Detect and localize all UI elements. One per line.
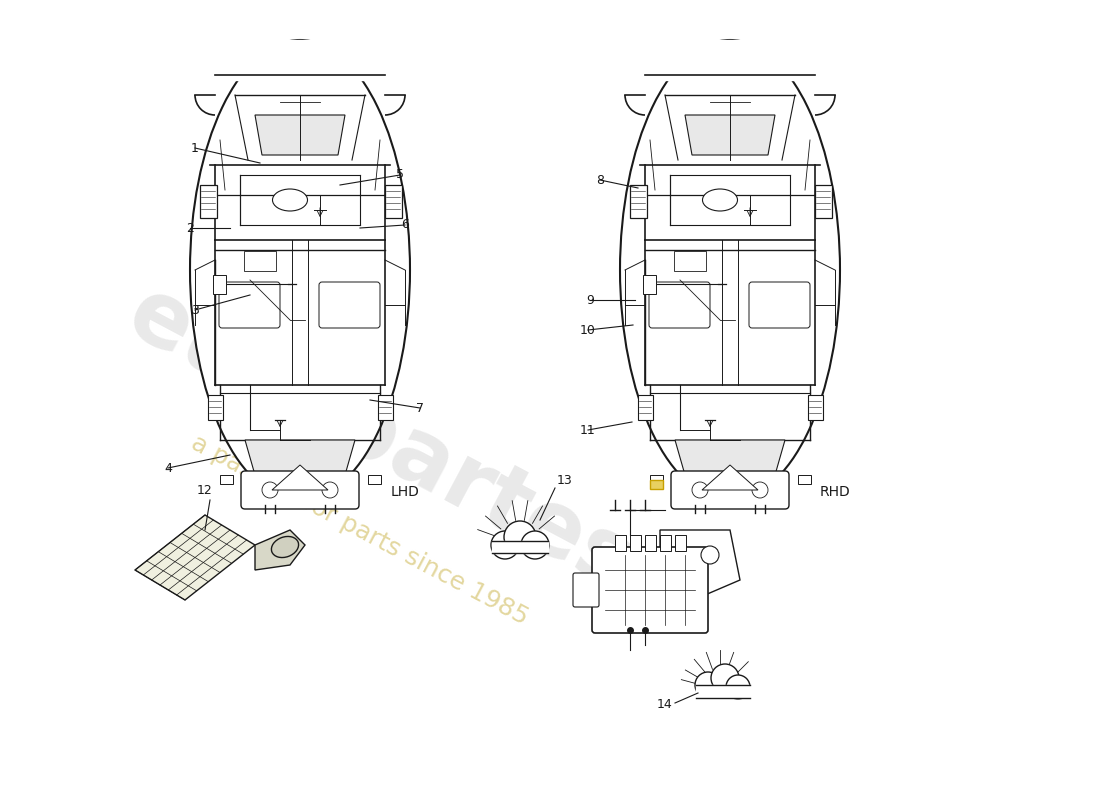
FancyBboxPatch shape: [199, 185, 217, 218]
Polygon shape: [272, 465, 328, 490]
FancyBboxPatch shape: [671, 471, 789, 509]
FancyBboxPatch shape: [807, 394, 823, 419]
Text: 10: 10: [580, 323, 596, 337]
FancyBboxPatch shape: [674, 534, 685, 550]
FancyBboxPatch shape: [660, 534, 671, 550]
Text: 6: 6: [402, 218, 409, 231]
FancyBboxPatch shape: [385, 185, 402, 218]
FancyBboxPatch shape: [592, 547, 708, 633]
Polygon shape: [245, 440, 355, 475]
FancyBboxPatch shape: [629, 534, 640, 550]
Text: LHD: LHD: [390, 485, 419, 499]
Circle shape: [521, 531, 549, 559]
Ellipse shape: [620, 40, 840, 500]
FancyBboxPatch shape: [220, 474, 232, 483]
Text: 5: 5: [396, 169, 404, 182]
FancyBboxPatch shape: [749, 282, 810, 328]
Circle shape: [752, 482, 768, 498]
Text: 1: 1: [191, 142, 199, 154]
Text: 7: 7: [416, 402, 424, 414]
FancyBboxPatch shape: [219, 282, 280, 328]
Polygon shape: [702, 465, 758, 490]
Polygon shape: [200, 40, 400, 80]
Circle shape: [695, 672, 721, 698]
Ellipse shape: [190, 40, 410, 500]
Polygon shape: [660, 530, 740, 595]
FancyBboxPatch shape: [798, 474, 811, 483]
Polygon shape: [255, 530, 305, 570]
Circle shape: [701, 546, 719, 564]
FancyBboxPatch shape: [674, 251, 706, 271]
Circle shape: [711, 664, 739, 692]
FancyBboxPatch shape: [212, 274, 226, 294]
FancyBboxPatch shape: [814, 185, 832, 218]
FancyBboxPatch shape: [244, 251, 276, 271]
FancyBboxPatch shape: [319, 282, 380, 328]
Text: 4: 4: [164, 462, 172, 474]
Text: 2: 2: [186, 222, 194, 234]
Polygon shape: [630, 40, 830, 80]
Polygon shape: [685, 115, 775, 155]
Polygon shape: [255, 115, 345, 155]
FancyBboxPatch shape: [649, 282, 710, 328]
Circle shape: [726, 675, 750, 699]
Ellipse shape: [272, 537, 298, 558]
FancyBboxPatch shape: [615, 534, 626, 550]
Text: 13: 13: [557, 474, 573, 486]
FancyBboxPatch shape: [208, 394, 222, 419]
Text: 9: 9: [586, 294, 594, 306]
Text: RHD: RHD: [820, 485, 850, 499]
Text: europartes: europartes: [112, 270, 648, 610]
FancyBboxPatch shape: [573, 573, 600, 607]
FancyBboxPatch shape: [645, 534, 656, 550]
Polygon shape: [675, 440, 785, 475]
FancyBboxPatch shape: [241, 471, 359, 509]
FancyBboxPatch shape: [629, 185, 647, 218]
Text: a passion for parts since 1985: a passion for parts since 1985: [187, 430, 532, 630]
FancyBboxPatch shape: [649, 479, 662, 489]
Text: 3: 3: [191, 303, 199, 317]
FancyBboxPatch shape: [638, 394, 652, 419]
Polygon shape: [696, 685, 750, 698]
Text: 14: 14: [657, 698, 673, 711]
Ellipse shape: [703, 189, 737, 211]
Circle shape: [322, 482, 338, 498]
Circle shape: [504, 521, 536, 553]
Text: 12: 12: [197, 483, 213, 497]
Polygon shape: [135, 515, 255, 600]
Circle shape: [692, 482, 708, 498]
Ellipse shape: [273, 189, 308, 211]
Text: 8: 8: [596, 174, 604, 186]
Polygon shape: [492, 541, 548, 553]
FancyBboxPatch shape: [377, 394, 393, 419]
Circle shape: [491, 531, 519, 559]
FancyBboxPatch shape: [642, 274, 656, 294]
Circle shape: [262, 482, 278, 498]
FancyBboxPatch shape: [649, 474, 662, 483]
FancyBboxPatch shape: [367, 474, 381, 483]
Text: 11: 11: [580, 423, 596, 437]
